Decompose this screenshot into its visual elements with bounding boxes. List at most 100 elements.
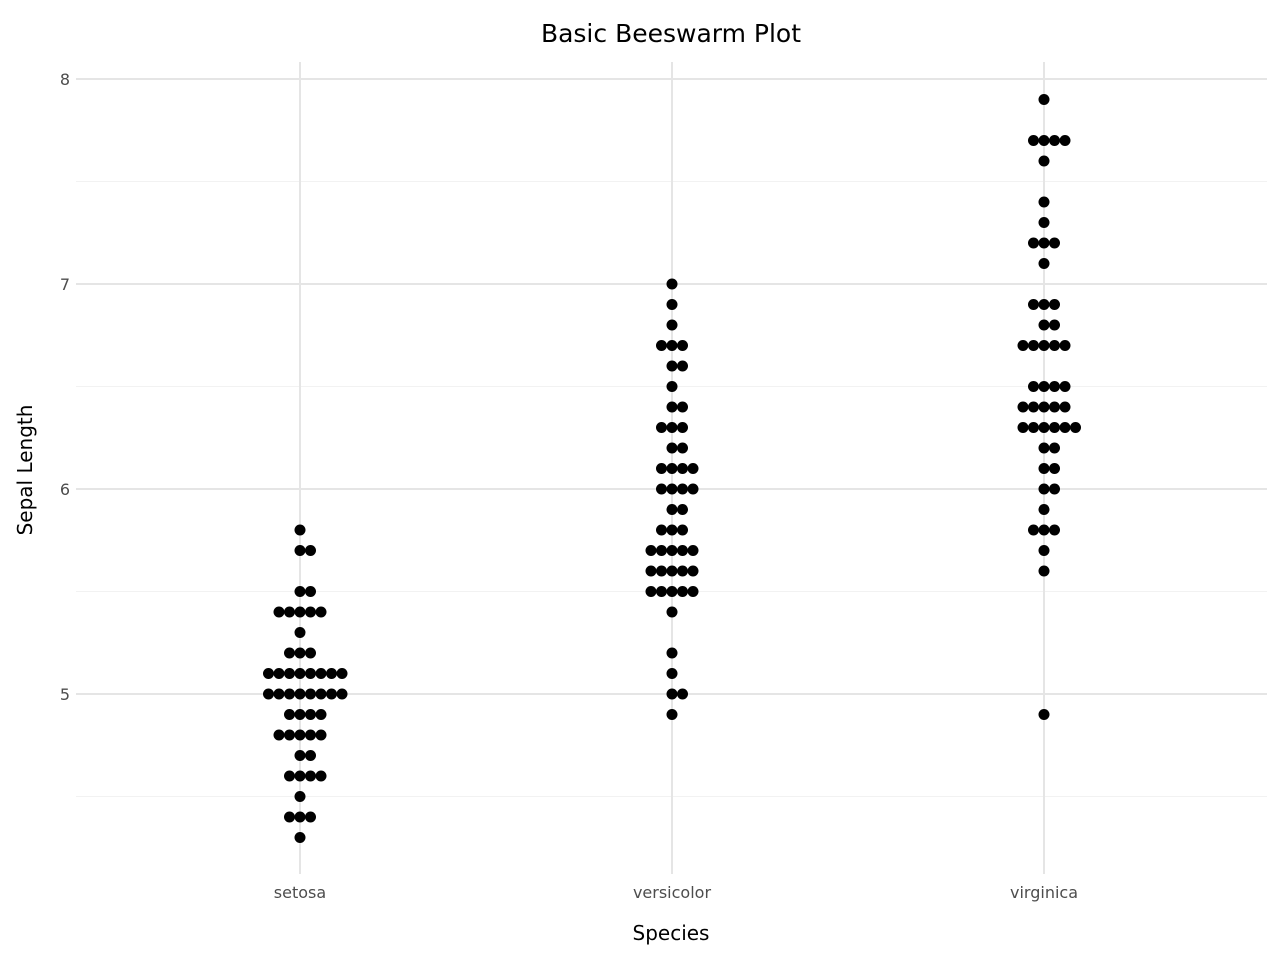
x-tick-label: versicolor	[633, 883, 711, 902]
data-point	[305, 688, 316, 700]
data-point	[305, 709, 316, 720]
data-points	[263, 94, 1081, 843]
data-point	[336, 688, 348, 700]
data-point	[1038, 442, 1050, 454]
data-point	[1038, 504, 1050, 515]
data-point	[687, 545, 699, 556]
data-point	[677, 565, 688, 577]
data-point	[294, 791, 306, 802]
data-point	[284, 729, 295, 741]
data-point	[1038, 299, 1050, 310]
data-point	[294, 729, 306, 741]
data-point	[1049, 135, 1060, 146]
data-point	[656, 586, 667, 597]
data-point	[666, 340, 678, 351]
data-point	[1049, 299, 1060, 310]
data-point	[263, 688, 274, 700]
data-point	[1038, 565, 1050, 577]
data-point	[1038, 135, 1050, 146]
data-point	[305, 545, 316, 556]
data-point	[1028, 401, 1039, 413]
data-point	[666, 278, 678, 290]
data-point	[1038, 196, 1050, 208]
data-point	[677, 483, 688, 495]
data-point	[1049, 524, 1060, 536]
data-point	[1049, 442, 1060, 454]
data-point	[666, 483, 678, 495]
data-point	[1017, 340, 1029, 351]
data-point	[273, 606, 285, 618]
data-point	[1049, 401, 1060, 413]
data-point	[294, 606, 306, 618]
data-point	[677, 688, 688, 700]
data-point	[294, 750, 306, 761]
data-point	[1038, 709, 1050, 720]
y-axis-title: Sepal Length	[13, 405, 37, 536]
data-point	[687, 586, 699, 597]
data-point	[1038, 237, 1050, 249]
data-point	[1028, 237, 1039, 249]
data-point	[656, 483, 667, 495]
data-point	[294, 832, 306, 843]
data-point	[666, 504, 678, 515]
data-point	[1017, 422, 1029, 433]
data-point	[666, 709, 678, 720]
data-point	[284, 811, 295, 823]
y-tick-label: 7	[60, 275, 70, 294]
data-point	[656, 463, 667, 474]
data-point	[326, 688, 337, 700]
data-point	[656, 545, 667, 556]
data-point	[1038, 422, 1050, 433]
data-point	[666, 524, 678, 536]
data-point	[666, 545, 678, 556]
data-point	[1059, 340, 1071, 351]
data-point	[1028, 422, 1039, 433]
data-point	[1038, 258, 1050, 269]
x-axis-title: Species	[633, 921, 710, 945]
data-point	[263, 668, 274, 679]
data-point	[273, 688, 285, 700]
data-point	[1038, 340, 1050, 351]
data-point	[1038, 401, 1050, 413]
data-point	[294, 709, 306, 720]
data-point	[1038, 483, 1050, 495]
data-point	[666, 442, 678, 454]
data-point	[677, 545, 688, 556]
data-point	[677, 340, 688, 351]
data-point	[1059, 401, 1071, 413]
data-point	[1059, 381, 1071, 392]
data-point	[284, 770, 295, 782]
data-point	[1038, 319, 1050, 331]
y-tick-label: 8	[60, 70, 70, 89]
y-axis-ticks: 5 6 7 8	[60, 70, 70, 704]
data-point	[677, 586, 688, 597]
data-point	[1038, 217, 1050, 228]
data-point	[305, 770, 316, 782]
data-point	[1038, 155, 1050, 167]
data-point	[1038, 94, 1050, 105]
data-point	[645, 565, 657, 577]
data-point	[1038, 524, 1050, 536]
data-point	[294, 586, 306, 597]
data-point	[677, 524, 688, 536]
data-point	[666, 360, 678, 372]
data-point	[1017, 401, 1029, 413]
data-point	[315, 668, 327, 679]
data-point	[677, 442, 688, 454]
data-point	[305, 668, 316, 679]
data-point	[666, 606, 678, 618]
data-point	[677, 401, 688, 413]
data-point	[1059, 135, 1071, 146]
data-point	[687, 463, 699, 474]
data-point	[294, 647, 306, 659]
data-point	[315, 606, 327, 618]
data-point	[1028, 135, 1039, 146]
data-point	[305, 586, 316, 597]
data-point	[305, 606, 316, 618]
data-point	[1049, 340, 1060, 351]
data-point	[666, 401, 678, 413]
data-point	[273, 668, 285, 679]
x-axis-ticks: setosa versicolor virginica	[274, 883, 1078, 902]
data-point	[1028, 340, 1039, 351]
